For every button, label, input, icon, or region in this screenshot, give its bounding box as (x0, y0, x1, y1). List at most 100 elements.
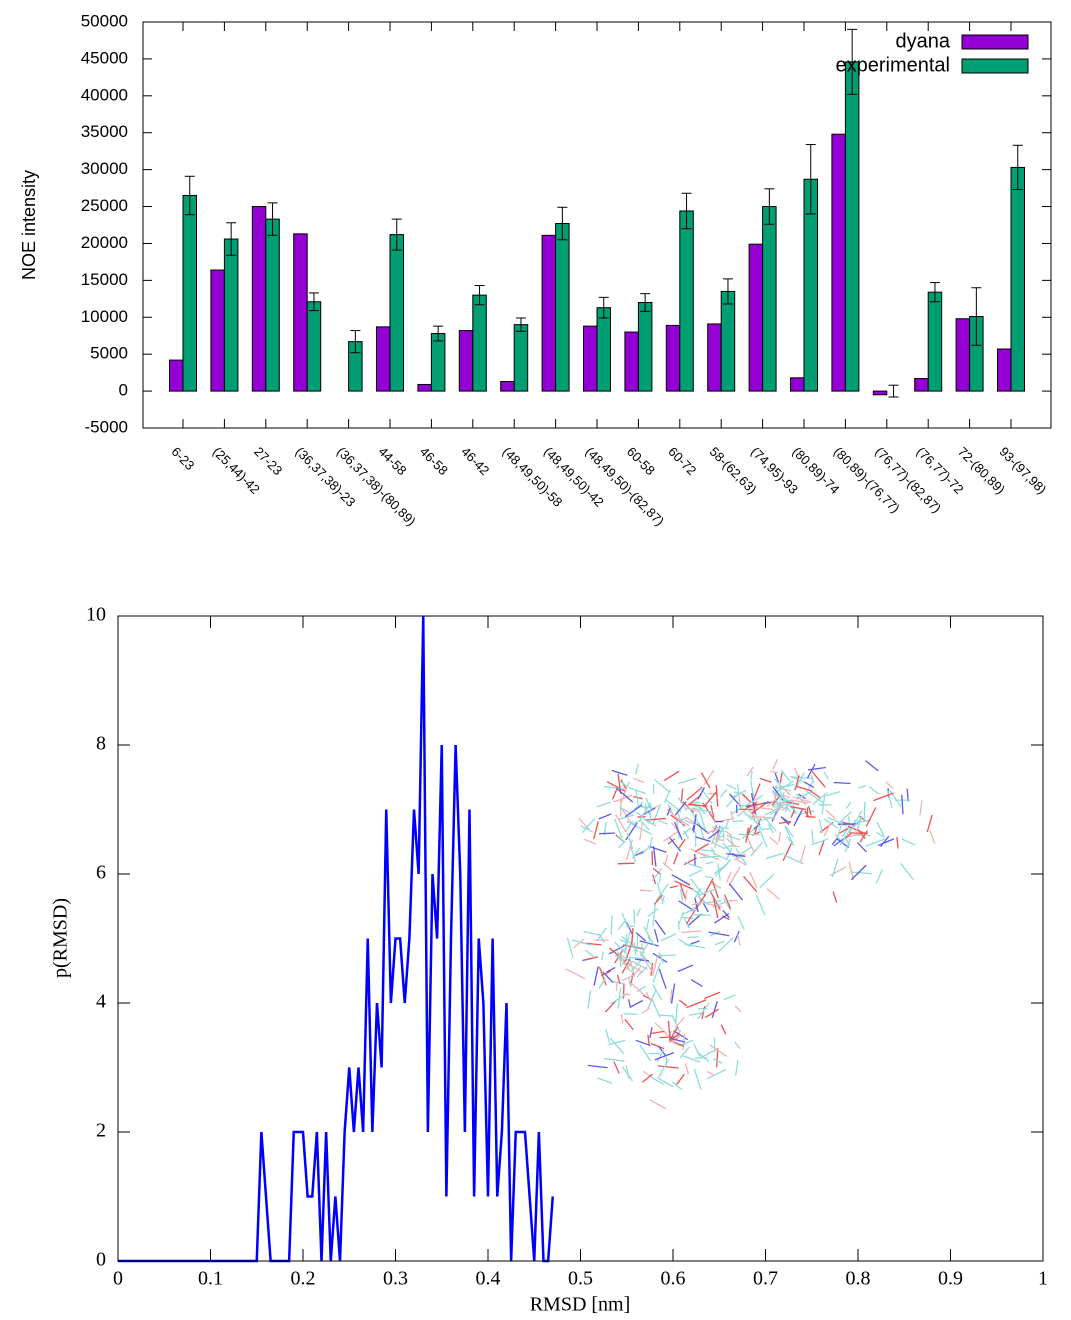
molecule-bond (629, 788, 646, 794)
molecule-bond (674, 853, 678, 865)
molecule-bond (629, 999, 631, 1008)
x-tick-label: 0.2 (291, 1268, 316, 1290)
molecule-bond (648, 1035, 649, 1045)
x-tick-label: 6-23 (168, 444, 197, 473)
molecule-bond (732, 821, 743, 822)
molecule-bond (584, 839, 596, 844)
molecule-bond (824, 772, 828, 779)
molecule-bond (809, 806, 812, 815)
molecule-bond (659, 1037, 675, 1038)
molecule-bond (649, 846, 667, 852)
bar (708, 324, 722, 391)
molecule-bond (675, 822, 683, 840)
molecule-bond (652, 851, 653, 865)
molecule-bond (850, 872, 872, 874)
molecule-bond (869, 786, 879, 794)
molecule-bond (677, 1074, 685, 1084)
y-axis-label: NOE intensity (19, 170, 39, 280)
molecule-bond (625, 1019, 634, 1029)
molecule-bond (630, 845, 635, 862)
molecule-bond (685, 862, 703, 868)
molecule-bond (756, 895, 764, 915)
molecule-bond (633, 778, 644, 782)
x-tick-label: 0.3 (383, 1268, 408, 1290)
molecule-bond (665, 855, 668, 866)
molecule-bond (705, 1009, 718, 1017)
molecule-bond (648, 822, 656, 827)
molecule-bond (599, 978, 606, 989)
x-tick-label: 0.7 (753, 1268, 778, 1290)
molecule-bond (833, 891, 836, 902)
molecule-bond (640, 1045, 651, 1061)
molecule-bond (566, 969, 585, 979)
bar (915, 379, 929, 392)
molecule-bond (760, 874, 774, 887)
molecule-bond (653, 905, 655, 927)
molecule-bond (736, 1060, 738, 1076)
molecule-bond (824, 819, 838, 828)
molecule-bond (794, 814, 800, 826)
molecule-bond (920, 800, 922, 815)
molecule-bond (812, 839, 829, 845)
x-tick-label: 27-23 (251, 444, 285, 478)
molecule-bond (717, 1048, 718, 1067)
molecule-bond (767, 889, 780, 900)
y-tick-label: -5000 (85, 417, 128, 436)
molecule-bond (599, 814, 612, 819)
bar (542, 235, 556, 391)
legend-label: dyana (896, 30, 951, 52)
molecule-bond (613, 981, 625, 983)
bar (721, 291, 735, 391)
molecule-bond (664, 771, 679, 780)
molecule-bond (658, 1066, 679, 1068)
molecule-bond (687, 787, 703, 800)
molecule-bond (751, 771, 752, 780)
x-tick-label: 0.8 (846, 1268, 871, 1290)
y-tick-label: 6 (96, 862, 106, 884)
bar (597, 308, 611, 391)
molecule-bond (694, 1069, 700, 1089)
x-tick-label: 60-72 (665, 444, 699, 478)
molecule-bond (742, 794, 751, 802)
bar (211, 270, 225, 391)
molecule-bond (650, 803, 651, 822)
molecule-bond (866, 761, 879, 771)
molecule-bond (567, 938, 573, 958)
molecule-bond (685, 890, 686, 901)
molecule-bond (659, 1059, 668, 1077)
molecule-bond (738, 916, 744, 929)
molecule-bond (824, 824, 830, 836)
figure: NOE intensity -5000050001000015000200002… (0, 0, 1071, 1320)
bar (266, 219, 280, 391)
molecule-bond (657, 1050, 664, 1062)
molecule-bond (599, 833, 615, 834)
molecule-bond (761, 828, 771, 829)
molecule-bond (704, 992, 720, 998)
bar (625, 332, 639, 391)
molecule-bond (691, 941, 700, 944)
molecule-bond (618, 841, 625, 848)
molecule-bond (846, 802, 851, 808)
molecule-bond (766, 853, 783, 858)
molecule-bond (735, 1042, 740, 1049)
molecule-bond (605, 1000, 616, 1012)
molecule-bond (688, 937, 699, 938)
molecule-bond (902, 795, 903, 814)
molecule-bond (616, 982, 617, 991)
x-tick-label: 0.6 (661, 1268, 686, 1290)
molecule-bond (773, 759, 778, 769)
x-tick-label: 1 (1038, 1268, 1048, 1290)
y-tick-label: 10000 (81, 307, 128, 326)
x-axis-label: RMSD [nm] (530, 1294, 631, 1316)
x-tick-label: 0 (113, 1268, 123, 1290)
molecule-bond (700, 787, 712, 803)
molecule-bond (794, 768, 798, 777)
molecule-bond (714, 839, 724, 841)
molecule-bond (619, 781, 627, 786)
molecule-bond (606, 1029, 609, 1043)
molecule-bond (819, 841, 824, 855)
line (118, 616, 553, 1261)
molecule-bond (640, 890, 652, 891)
molecule-bond (684, 1040, 693, 1044)
molecule-bond (849, 862, 853, 880)
